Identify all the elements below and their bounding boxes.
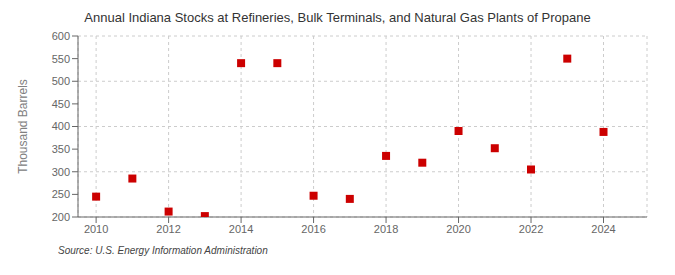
svg-text:250: 250 (52, 188, 70, 200)
svg-text:2014: 2014 (229, 223, 253, 235)
svg-text:500: 500 (52, 75, 70, 87)
svg-text:2010: 2010 (84, 223, 108, 235)
svg-text:2018: 2018 (374, 223, 398, 235)
svg-text:600: 600 (52, 30, 70, 42)
svg-text:2016: 2016 (301, 223, 325, 235)
svg-text:450: 450 (52, 98, 70, 110)
html-text:Source: U.S. Energy Informatio: Source: U.S. Energy Information Administ… (58, 245, 268, 256)
svg-text:2024: 2024 (591, 223, 615, 235)
svg-text:200: 200 (52, 211, 70, 223)
svg-text:2012: 2012 (156, 223, 180, 235)
svg-text:550: 550 (52, 53, 70, 65)
svg-text:300: 300 (52, 166, 70, 178)
svg-text:2022: 2022 (519, 223, 543, 235)
svg-text:Thousand Barrels: Thousand Barrels (16, 79, 30, 174)
html-text:Annual Indiana Stocks at Refin: Annual Indiana Stocks at Refineries, Bul… (84, 10, 591, 25)
svg-text:2020: 2020 (446, 223, 470, 235)
svg-text:350: 350 (52, 143, 70, 155)
svg-text:400: 400 (52, 120, 70, 132)
